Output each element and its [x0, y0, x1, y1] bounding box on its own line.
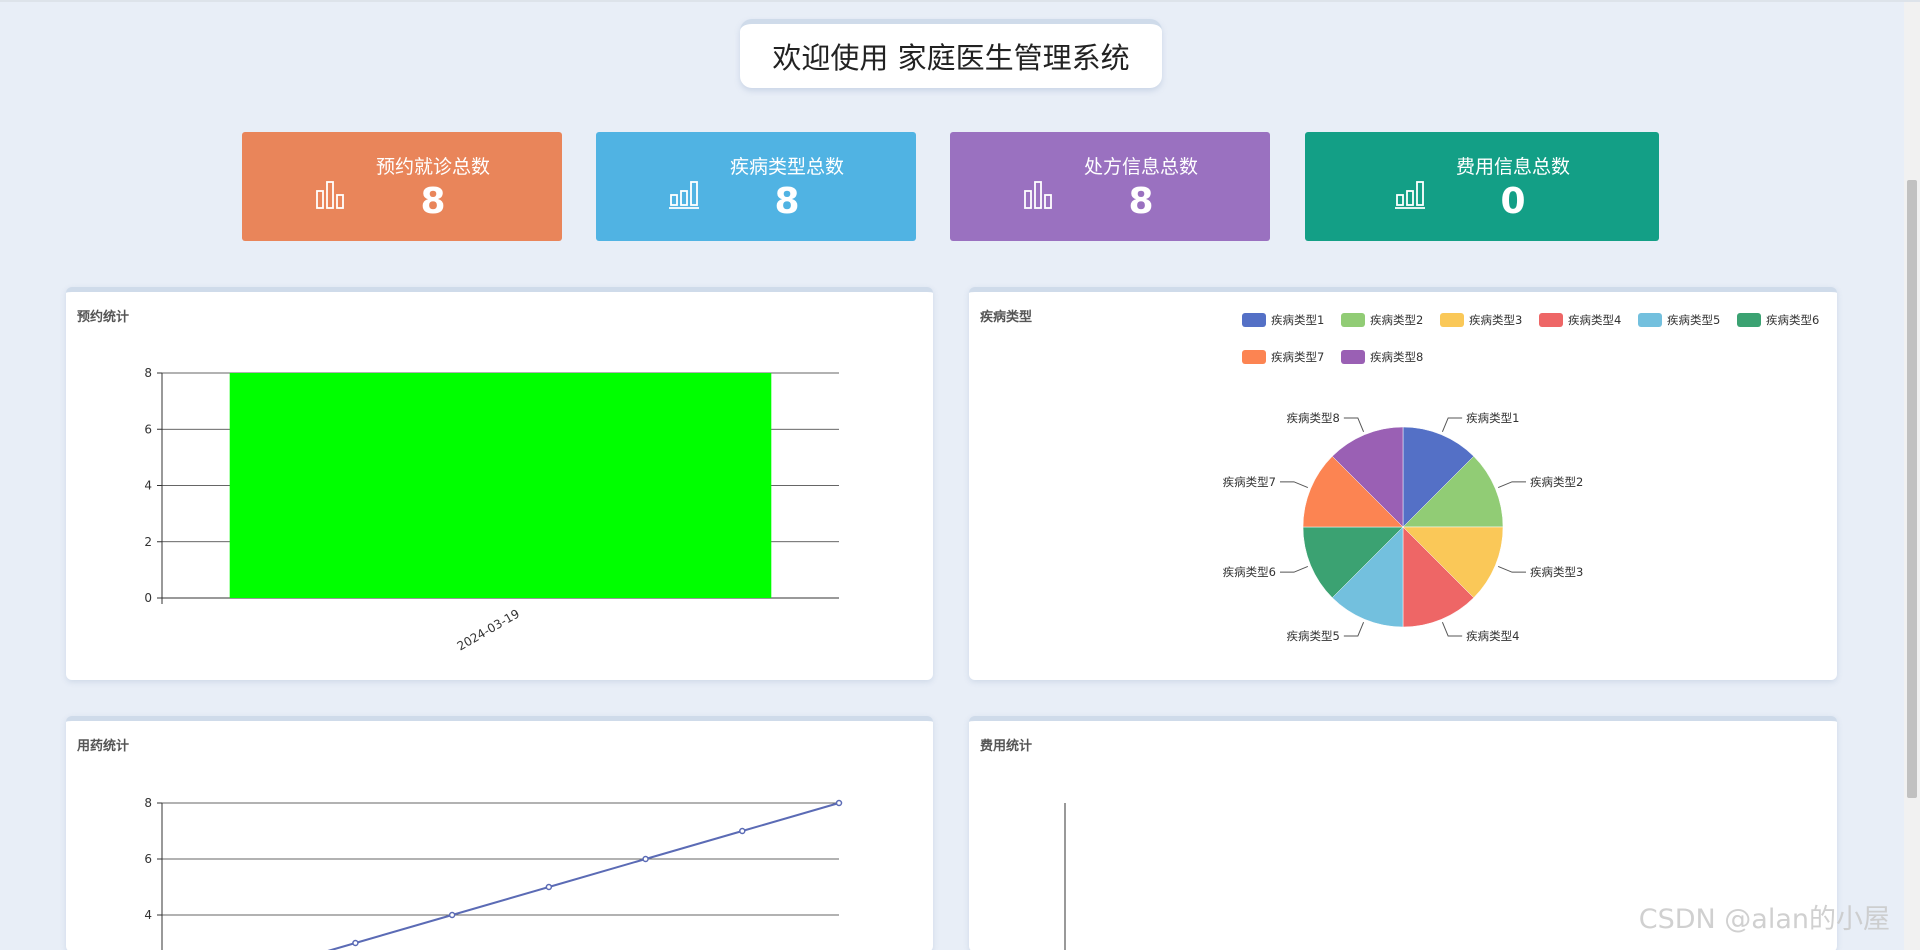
legend-label: 疾病类型3 — [1469, 313, 1522, 327]
slice-label: 疾病类型7 — [1223, 475, 1276, 489]
disease-panel: 疾病类型 疾病类型1 疾病类型2 疾病类型3 疾病类型4 疾病类型5 疾病类型6 疾病类型7… — [969, 287, 1837, 680]
stat-card[interactable]: 疾病类型总数 8 — [596, 132, 916, 241]
bar-chart-icon — [668, 180, 699, 209]
legend-label: 疾病类型4 — [1568, 313, 1621, 327]
cost-panel: 费用统计 — [969, 716, 1837, 950]
legend-label: 疾病类型7 — [1271, 350, 1324, 364]
label-line — [1343, 621, 1365, 637]
series-line — [327, 802, 840, 950]
appointments-panel: 预约统计 0 2 4 6 8 2024-03-19 — [66, 287, 933, 680]
stat-value: 8 — [420, 180, 446, 222]
pie-slice — [1302, 455, 1404, 528]
legend-swatch — [1242, 313, 1266, 327]
stat-label: 预约就诊总数 — [375, 155, 490, 178]
slice-label: 疾病类型1 — [1466, 411, 1519, 425]
bar — [229, 373, 772, 598]
data-point — [642, 855, 649, 863]
legend-swatch — [1440, 313, 1464, 327]
label-line — [1441, 417, 1463, 433]
pie-slice — [1331, 526, 1404, 628]
y-tick-label: 8 — [144, 796, 152, 810]
appointments-bar-chart: 0 2 4 6 8 2024-03-19 — [144, 366, 839, 653]
label-line — [1279, 565, 1309, 573]
legend-label: 疾病类型8 — [1370, 350, 1423, 364]
pie-slice — [1402, 426, 1475, 528]
medication-panel: 用药统计 4 6 8 — [66, 716, 933, 950]
disease-pie-chart: 疾病类型1 疾病类型2 疾病类型3 疾病类型4 疾病类型5 疾病类型6 疾病类型7 疾病类型8… — [1223, 313, 1819, 643]
stat-card[interactable]: 费用信息总数 0 — [1305, 132, 1659, 241]
panel-title: 用药统计 — [77, 739, 130, 754]
data-point — [739, 827, 746, 835]
y-tick-label: 6 — [144, 422, 152, 436]
legend-label: 疾病类型1 — [1271, 313, 1324, 327]
stat-value: 8 — [774, 180, 800, 222]
y-tick-label: 6 — [144, 852, 152, 866]
x-tick-label: 2024-03-19 — [455, 606, 522, 653]
pie-slice — [1402, 455, 1504, 528]
panel-title: 预约统计 — [77, 310, 130, 325]
page-title: 欢迎使用 家庭医生管理系统 — [740, 19, 1162, 88]
data-point — [352, 939, 359, 947]
slice-label: 疾病类型4 — [1466, 629, 1519, 643]
label-line — [1497, 565, 1527, 573]
data-point — [448, 911, 456, 919]
panel-title: 费用统计 — [980, 739, 1033, 754]
slice-label: 疾病类型6 — [1223, 565, 1276, 579]
pie-slice — [1302, 526, 1404, 599]
stat-card[interactable]: 预约就诊总数 8 — [242, 132, 562, 241]
legend-label: 疾病类型2 — [1370, 313, 1423, 327]
label-line — [1343, 417, 1365, 433]
y-tick-label: 4 — [144, 908, 152, 922]
label-line — [1497, 481, 1527, 489]
stat-value: 0 — [1500, 180, 1526, 222]
bar-chart-icon — [1024, 180, 1052, 209]
bar-chart-icon — [1394, 180, 1425, 209]
stat-label: 疾病类型总数 — [729, 155, 844, 178]
scrollbar-thumb[interactable] — [1907, 180, 1917, 798]
legend-swatch — [1737, 313, 1761, 327]
stat-value: 8 — [1128, 180, 1154, 222]
bar-chart-icon — [316, 180, 344, 209]
y-tick-label: 0 — [144, 591, 152, 605]
y-tick-label: 8 — [144, 366, 152, 380]
slice-label: 疾病类型3 — [1530, 565, 1583, 579]
pie-slice — [1402, 526, 1475, 628]
legend-label: 疾病类型6 — [1766, 313, 1819, 327]
slice-label: 疾病类型8 — [1287, 411, 1340, 425]
pie-slice — [1402, 526, 1504, 599]
cost-chart — [1064, 803, 1066, 950]
watermark: CSDN @alan的小屋 — [1638, 904, 1890, 935]
legend-label: 疾病类型5 — [1667, 313, 1720, 327]
y-tick-label: 2 — [144, 535, 152, 549]
slice-label: 疾病类型5 — [1287, 629, 1340, 643]
label-line — [1279, 481, 1309, 489]
legend-swatch — [1638, 313, 1662, 327]
legend-swatch — [1341, 350, 1365, 364]
stat-card[interactable]: 处方信息总数 8 — [950, 132, 1270, 241]
medication-line-chart: 4 6 8 — [144, 796, 843, 950]
label-line — [1441, 621, 1463, 637]
legend-swatch — [1539, 313, 1563, 327]
data-point — [835, 799, 843, 807]
pie-slice — [1331, 426, 1404, 528]
data-point — [545, 883, 553, 891]
panel-title: 疾病类型 — [980, 310, 1033, 325]
slice-label: 疾病类型2 — [1530, 475, 1583, 489]
y-tick-label: 4 — [144, 479, 152, 493]
stat-label: 费用信息总数 — [1455, 155, 1570, 178]
legend-swatch — [1242, 350, 1266, 364]
legend-swatch — [1341, 313, 1365, 327]
stat-label: 处方信息总数 — [1083, 155, 1198, 178]
scrollbar[interactable] — [1904, 2, 1920, 950]
